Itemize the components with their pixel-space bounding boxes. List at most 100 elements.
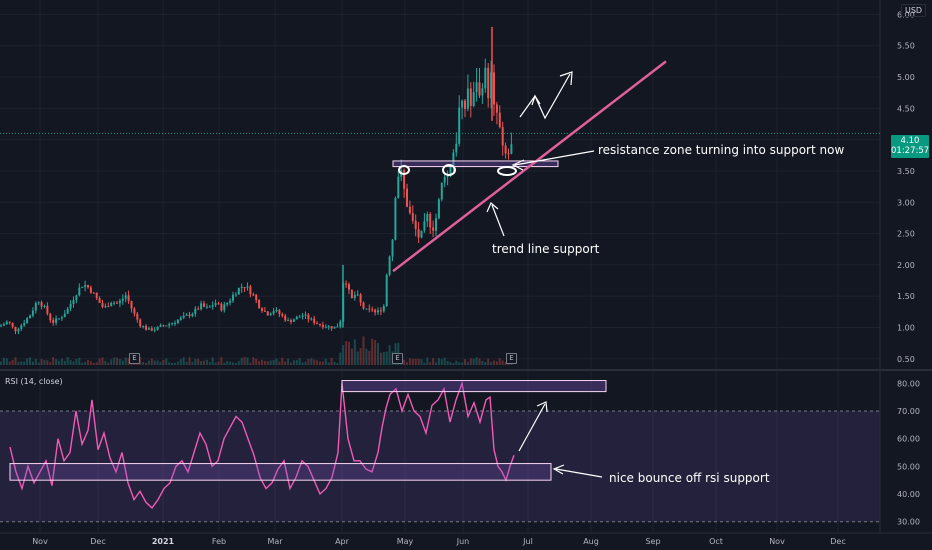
candle-body (46, 305, 49, 314)
rsi-tick-label[interactable]: 60.00 (897, 435, 920, 444)
price-tick-label[interactable]: 3.50 (897, 167, 915, 176)
rsi-support-box[interactable] (9, 463, 552, 481)
volume-bar (205, 359, 208, 365)
volume-bar (40, 359, 43, 365)
volume-bar (278, 361, 281, 365)
rsi-tick-label[interactable]: 80.00 (897, 379, 920, 388)
time-tick-label[interactable]: Nov (32, 537, 48, 546)
price-tick-label[interactable]: 1.50 (897, 292, 915, 301)
rsi-tick-label[interactable]: 40.00 (897, 490, 920, 499)
volume-bar (498, 358, 501, 365)
candle-body (440, 182, 443, 200)
price-tick-label[interactable]: 5.50 (897, 42, 915, 51)
touch-circle-2 (442, 164, 456, 176)
candle-body (20, 325, 23, 330)
rsi-tick-label[interactable]: 30.00 (897, 518, 920, 527)
price-tick-label[interactable]: 2.00 (897, 261, 915, 270)
candle-body (394, 197, 397, 240)
time-tick-label[interactable]: Dec (830, 537, 845, 546)
candle-body (324, 327, 327, 329)
candle-body (432, 227, 435, 231)
volume-bar (379, 352, 382, 365)
volume-bar (116, 357, 118, 365)
price-tick-label[interactable]: 6.00 (897, 10, 915, 19)
time-tick-label[interactable]: Jun (456, 537, 470, 546)
candle-body (0, 325, 2, 327)
currency-label[interactable]: USD (901, 4, 927, 17)
candle-body (246, 286, 249, 288)
volume-bar (72, 361, 75, 365)
volume-bar (411, 359, 414, 365)
volume-bar (66, 357, 69, 365)
candle-body (356, 294, 359, 296)
candle-body (136, 313, 139, 320)
candle-body (435, 218, 437, 231)
price-axis-ticks: 6.005.505.004.504.003.503.002.502.001.50… (897, 10, 915, 363)
rsi-top-box[interactable] (341, 380, 607, 393)
volume-bar (87, 360, 89, 365)
candle-body (205, 306, 208, 308)
time-tick-label[interactable]: Apr (335, 537, 350, 546)
candle-body (17, 329, 20, 332)
price-tick-label[interactable]: 0.50 (897, 355, 915, 364)
volume-bar (147, 360, 150, 365)
price-tick-label[interactable]: 4.50 (897, 104, 915, 113)
candle-body (458, 107, 461, 144)
candle-body (330, 326, 333, 329)
time-tick-label[interactable]: Jul (522, 537, 533, 546)
volume-bar (214, 362, 217, 365)
time-tick-label[interactable]: Nov (769, 537, 785, 546)
volume-bar (240, 357, 243, 365)
price-tick-label[interactable]: 2.50 (897, 230, 915, 239)
candle-body (290, 320, 292, 322)
candle-body (191, 313, 194, 317)
candle-body (377, 310, 379, 313)
time-tick-label[interactable]: Aug (583, 537, 599, 546)
candle-body (31, 310, 34, 316)
price-tick-label[interactable]: 5.00 (897, 73, 915, 82)
time-tick-label[interactable]: Oct (709, 537, 723, 546)
rsi-line (9, 380, 515, 509)
candle-body (484, 67, 487, 89)
candle-body (174, 322, 176, 324)
volume-bar (313, 359, 316, 365)
candle-body (426, 214, 429, 222)
candle-body (60, 317, 63, 319)
projection-arrowhead (559, 71, 573, 86)
price-tick-label[interactable]: 1.00 (897, 324, 915, 333)
rsi-indicator-title[interactable]: RSI (14, close) (5, 377, 63, 386)
projection-zigzag-arrow (519, 73, 571, 120)
volume-bar (464, 359, 466, 365)
earnings-marker-3[interactable]: E (506, 353, 517, 364)
time-tick-label[interactable]: May (397, 537, 414, 546)
resistance-zone-box[interactable] (392, 160, 559, 168)
time-tick-label[interactable]: Mar (267, 537, 283, 546)
volume-bar (493, 360, 495, 365)
volume-bar (263, 360, 266, 365)
time-tick-label[interactable]: Feb (212, 537, 226, 546)
earnings-marker-1[interactable]: E (129, 353, 140, 364)
volume-bar (208, 362, 211, 365)
rsi-tick-label[interactable]: 70.00 (897, 407, 920, 416)
candle-body (208, 306, 211, 308)
volume-bar (223, 362, 226, 365)
volume-bar (269, 360, 272, 365)
volume-bar (287, 358, 290, 365)
candle-body (176, 319, 179, 323)
time-tick-label[interactable]: Dec (90, 537, 105, 546)
volume-bar (408, 358, 411, 365)
earnings-marker-2[interactable]: E (392, 353, 403, 364)
rsi-tick-label[interactable]: 50.00 (897, 462, 920, 471)
volume-bar (292, 360, 295, 365)
time-tick-label[interactable]: Sep (645, 537, 660, 546)
trend-line[interactable] (392, 60, 667, 273)
time-tick-label[interactable]: 2021 (152, 537, 175, 546)
candle-body (101, 302, 104, 307)
volume-bar (327, 362, 330, 365)
price-tick-label[interactable]: 3.00 (897, 198, 915, 207)
volume-bar (449, 361, 452, 365)
candle-body (156, 326, 159, 330)
candle-body (55, 318, 58, 323)
volume-bar (20, 361, 23, 365)
